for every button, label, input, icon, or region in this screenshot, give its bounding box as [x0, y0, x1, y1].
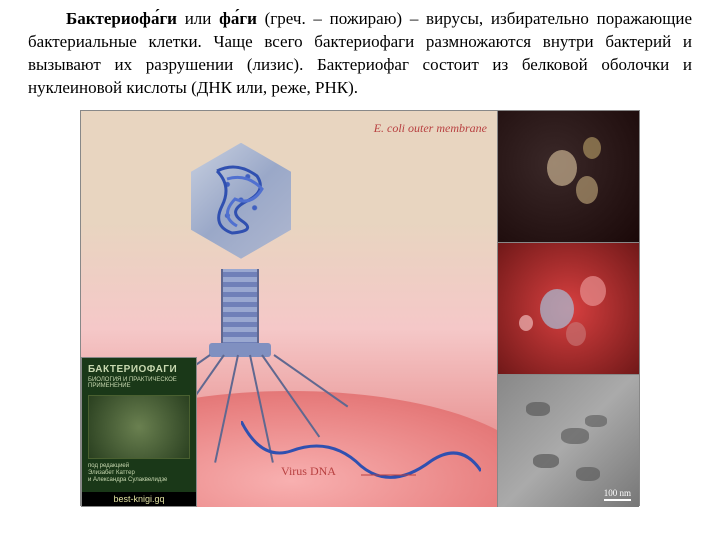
phage-capsid [181, 133, 301, 273]
term-phages: фа́ги [219, 9, 257, 28]
label-outer-membrane: E. coli outer membrane [374, 121, 487, 136]
phage-tail-sheath [221, 269, 259, 347]
book-auth-line: под редакцией [88, 463, 190, 470]
conj-or: или [177, 9, 219, 28]
thumbnail-column: 100 nm [497, 111, 639, 507]
book-footer-url: best-knigi.gq [82, 492, 196, 506]
scale-bar-label: 100 nm [604, 488, 631, 501]
phage-diagram: E. coli outer membrane Virus DNA БАКТ [81, 111, 499, 507]
microscopy-thumb-3: 100 nm [497, 375, 639, 506]
book-auth-line: и Александра Сулаквелидзе [88, 477, 190, 484]
microscopy-thumb-2 [497, 243, 639, 375]
book-cover-image [88, 395, 190, 459]
microscopy-thumb-1 [497, 111, 639, 243]
dna-arrow-line [361, 465, 421, 485]
term-bacteriophages: Бактериофа́ги [66, 9, 177, 28]
injected-dna-strand [241, 421, 481, 501]
book-authors: под редакцией Элизабет Каттер и Александ… [82, 461, 196, 487]
book-subtitle: БИОЛОГИЯ И ПРАКТИЧЕСКОЕ ПРИМЕНЕНИЕ [82, 377, 196, 393]
capsid-dna-coil [207, 161, 275, 239]
book-title: БАКТЕРИОФАГИ [82, 358, 196, 377]
book-cover-inset: БАКТЕРИОФАГИ БИОЛОГИЯ И ПРАКТИЧЕСКОЕ ПРИ… [81, 357, 197, 507]
composite-image: E. coli outer membrane Virus DNA БАКТ [80, 110, 640, 506]
book-auth-line: Элизабет Каттер [88, 470, 190, 477]
label-virus-dna: Virus DNA [281, 464, 336, 479]
intro-paragraph: Бактериофа́ги или фа́ги (греч. – пожираю… [0, 0, 720, 106]
